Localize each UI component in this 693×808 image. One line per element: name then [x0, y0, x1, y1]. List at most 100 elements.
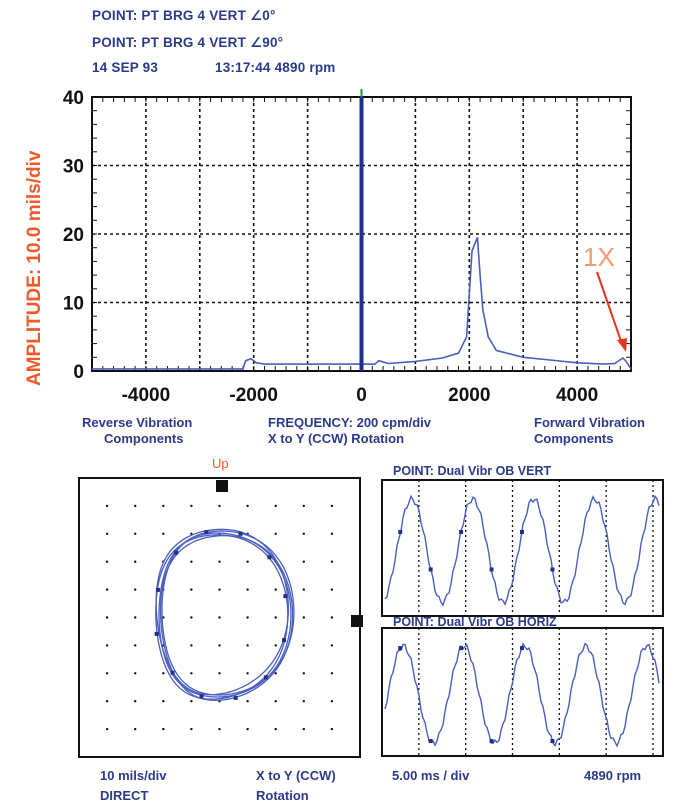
orbit-keyphasor-mark: [238, 531, 243, 536]
orbit-grid-dot: [330, 672, 334, 675]
orbit-grid-dot: [190, 700, 193, 703]
orbit-grid-dot: [190, 672, 193, 675]
timebase-top-frame: [381, 479, 664, 617]
orbit-grid-dot: [330, 727, 334, 731]
y-tick-label: 0: [73, 362, 84, 383]
one-x-arrow-line: [596, 271, 623, 345]
reverse-caption-2: Components: [104, 431, 184, 446]
x-tick-label: 2000: [448, 385, 490, 406]
one-x-annotation: 1X: [583, 242, 615, 272]
x-tick-label: -4000: [122, 385, 171, 406]
orbit-grid-dot: [134, 532, 137, 535]
orbit-grid-dot: [246, 504, 249, 508]
timebase-keyphasor-mark: [489, 567, 494, 572]
orbit-grid-dot: [134, 672, 137, 675]
orbit-keyphasor-mark: [199, 694, 204, 699]
orbit-grid-dot: [105, 727, 109, 731]
spectrum-trace: [92, 237, 632, 370]
timebase-trace: [384, 494, 660, 607]
orbit-rotation-caption: Rotation: [256, 788, 309, 803]
spectrum-chart: -4000 -2000 0 2000 4000 0 10 20 30 40 AMPLITUDE: …: [24, 88, 632, 406]
timebase-scale-caption: 5.00 ms / div: [392, 768, 470, 783]
orbit-grid-dot: [218, 672, 221, 675]
orbit-trace: [155, 528, 290, 696]
orbit-grid-dot: [330, 616, 334, 619]
orbit-grid-dot: [274, 532, 277, 535]
timebase-keyphasor-mark: [398, 646, 403, 651]
orbit-keyphasor-mark: [283, 594, 288, 599]
orbit-grid-dot: [190, 644, 193, 647]
orbit-grid-dot: [190, 588, 193, 591]
orbit-grid-dot: [274, 672, 277, 675]
timebase-bottom-title: POINT: Dual Vibr OB HORIZ: [393, 615, 557, 629]
orbit-trace: [155, 534, 289, 700]
frequency-caption: FREQUENCY: 200 cpm/div: [268, 415, 432, 430]
orbit-keyphasor-mark: [267, 555, 272, 560]
timebase-keyphasor-mark: [519, 529, 524, 534]
orbit-grid-dot: [302, 532, 305, 535]
timebase-rpm-caption: 4890 rpm: [584, 768, 642, 783]
orbit-grid-dot: [218, 727, 221, 731]
orbit-keyphasor-mark: [155, 587, 160, 592]
orbit-keyphasor-mark: [154, 631, 159, 636]
orbit-grid-dot: [218, 560, 221, 563]
orbit-side-marker: [351, 615, 363, 627]
header-date: 14 SEP 93: [92, 60, 159, 75]
forward-caption-1: Forward Vibration: [534, 415, 645, 430]
y-tick-label: 30: [63, 157, 84, 178]
orbit-grid-dot: [162, 532, 165, 535]
timebase-plots: [381, 479, 664, 757]
timebase-trace: [384, 642, 660, 748]
orbit-grid-dot: [330, 700, 334, 703]
orbit-grid-dot: [302, 504, 305, 508]
timebase-keyphasor-mark: [428, 567, 433, 572]
orbit-grid-dot: [105, 504, 109, 508]
orbit-grid-dot: [246, 644, 249, 647]
orbit-keyphasor-mark: [282, 638, 287, 643]
orbit-up-marker: [216, 480, 228, 492]
timebase-keyphasor-mark: [398, 529, 403, 534]
orbit-grid-dot: [105, 588, 109, 591]
timebase-keyphasor-mark: [550, 739, 555, 744]
timebase-keyphasor-mark: [459, 529, 464, 534]
orbit-grid-dot: [246, 588, 249, 591]
timebase-keyphasor-mark: [428, 739, 433, 744]
orbit-grid-dot: [190, 504, 193, 508]
orbit-grid-dot: [105, 672, 109, 675]
orbit-grid-dot: [162, 504, 165, 508]
orbit-grid-dot: [246, 560, 249, 563]
orbit-trace: [159, 534, 294, 702]
orbit-keyphasor-mark: [204, 530, 209, 535]
orbit-grid-dot: [134, 616, 137, 619]
orbit-grid-dot: [302, 727, 305, 731]
orbit-grid-dot: [190, 727, 193, 731]
timebase-top-title: POINT: Dual Vibr OB VERT: [393, 464, 552, 478]
orbit-trace: [161, 530, 295, 696]
x-tick-label: 0: [356, 385, 367, 406]
orbit-scale-caption: 10 mils/div: [100, 768, 167, 783]
orbit-grid-dot: [330, 644, 334, 647]
orbit-grid-dot: [218, 504, 221, 508]
orbit-grid-dot: [190, 560, 193, 563]
orbit-grid-dot: [330, 504, 334, 508]
orbit-grid-dot: [274, 700, 277, 703]
orbit-grid-dot: [246, 616, 249, 619]
orbit-grid-dot: [246, 700, 249, 703]
orbit-grid-dot: [274, 727, 277, 731]
orbit-grid-dot: [302, 700, 305, 703]
orbit-grid-dot: [302, 616, 305, 619]
orbit-grid-dot: [105, 700, 109, 703]
orbit-grid-dot: [134, 504, 137, 508]
orbit-grid-dot: [302, 644, 305, 647]
orbit-up-label: Up: [212, 456, 229, 471]
rotation-caption: X to Y (CCW) Rotation: [268, 431, 405, 446]
orbit-keyphasor-mark: [174, 550, 179, 555]
orbit-direction-caption: X to Y (CCW): [256, 768, 336, 783]
orbit-grid-dot: [218, 588, 221, 591]
y-tick-label: 10: [63, 294, 84, 315]
orbit-keyphasor-mark: [170, 670, 175, 675]
orbit-grid-dot: [162, 727, 165, 731]
orbit-grid-dot: [274, 588, 277, 591]
one-x-arrow-head: [617, 338, 627, 352]
orbit-grid-dot: [274, 616, 277, 619]
